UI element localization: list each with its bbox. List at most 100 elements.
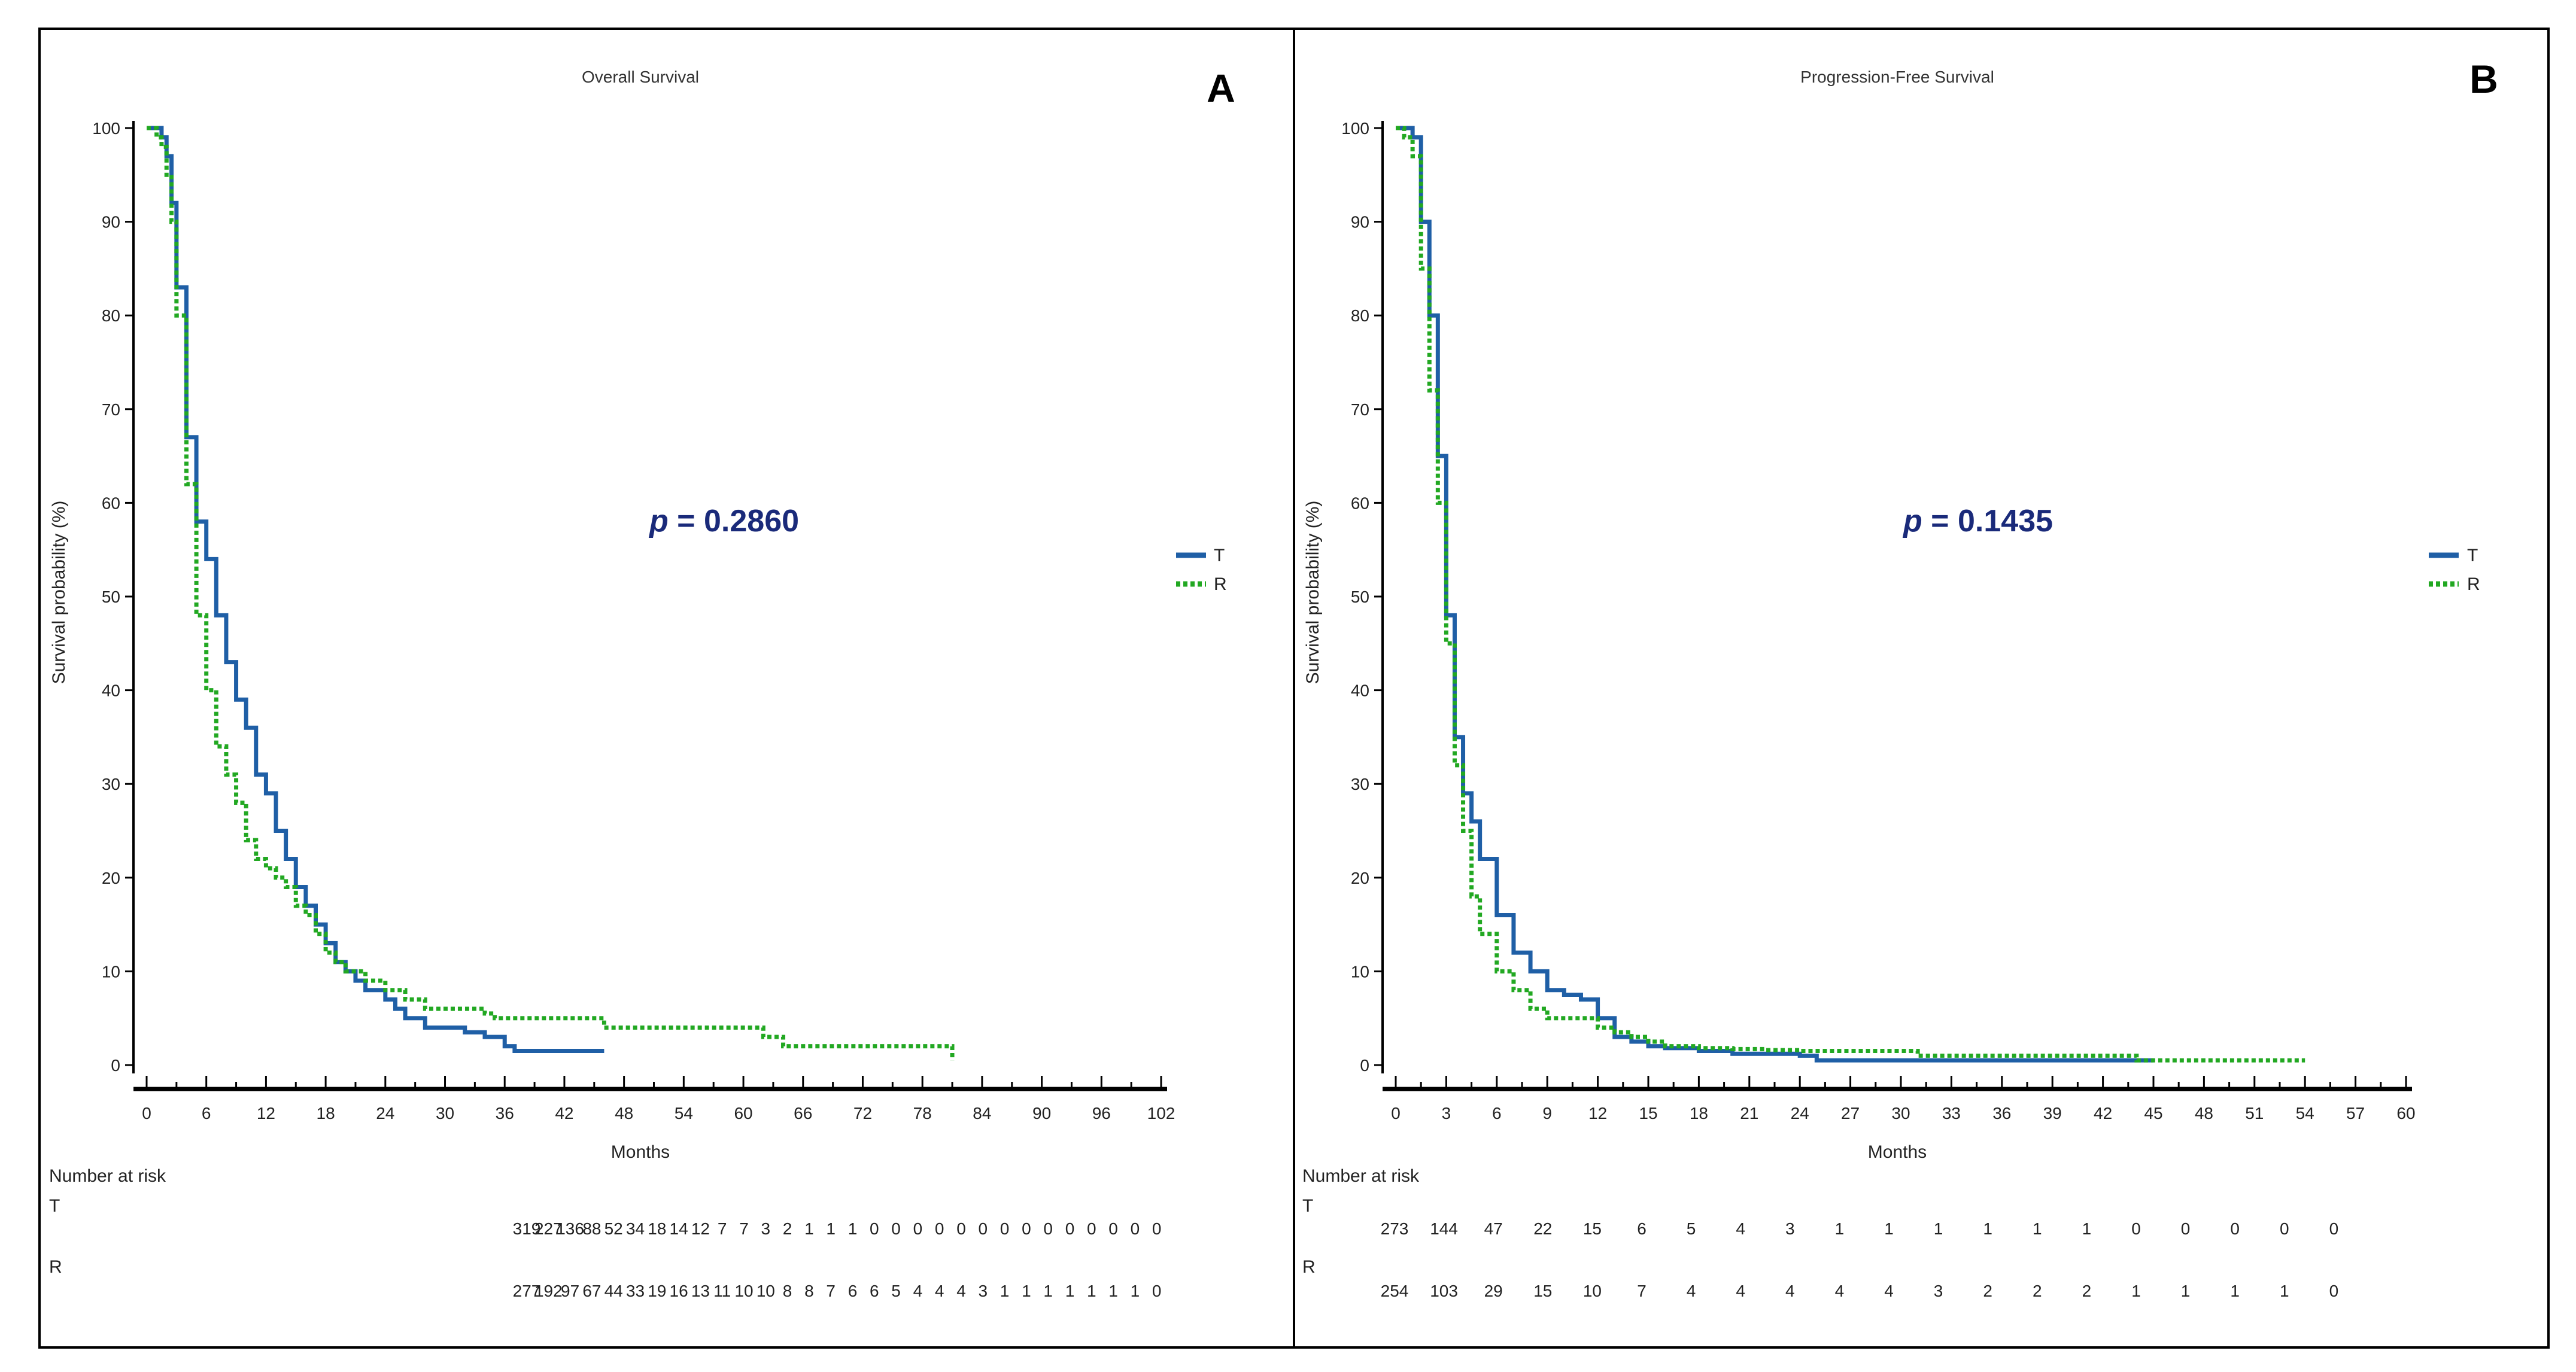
panel-a-x-tick-label: 24 <box>376 1104 394 1122</box>
panel-a-risk-count-r: 19 <box>648 1282 666 1300</box>
panel-b-y-tick-label: 10 <box>1351 962 1369 981</box>
panel-a: A Overall Survival Survival probability … <box>38 28 1295 1349</box>
panel-b-curves <box>1396 126 2305 1063</box>
panel-a-risk-count-t: 0 <box>1087 1219 1096 1238</box>
panel-a-y-tick-label: 80 <box>102 306 120 325</box>
panel-a-risk-count-r: 16 <box>670 1282 688 1300</box>
panel-b-legend-r-label: R <box>2467 574 2480 594</box>
panel-b-curve-t <box>1396 126 2153 1063</box>
panel-b-x-tick-label: 36 <box>1992 1104 2011 1122</box>
panel-a-x-tick-label: 6 <box>202 1104 211 1122</box>
panel-a-risk-count-r: 97 <box>561 1282 579 1300</box>
panel-b-risk-count-t: 1 <box>1934 1219 1943 1238</box>
panel-a-risk-count-t: 34 <box>626 1219 645 1238</box>
panel-a-y-tick-label: 30 <box>102 775 120 793</box>
panel-a-y-axis-label: Survival probability (%) <box>49 501 69 685</box>
panel-b-risk-count-r: 2 <box>2033 1282 2042 1300</box>
panel-a-risk-row-t-name: T <box>49 1196 60 1216</box>
panel-a-y-tick-label: 20 <box>102 869 120 887</box>
panel-b-risk-count-r: 2 <box>1983 1282 1992 1300</box>
panel-b-y-tick-label: 60 <box>1351 494 1369 512</box>
panel-a-risk-count-r: 4 <box>935 1282 944 1300</box>
panel-a-risk-count-t: 14 <box>670 1219 688 1238</box>
panel-a-legend-r-label: R <box>1214 574 1227 594</box>
panel-b-p-text: = 0.1435 <box>1922 504 2053 539</box>
panel-b-x-tick-label: 6 <box>1492 1104 1502 1122</box>
panel-a-x-tick-label: 0 <box>142 1104 151 1122</box>
panel-b-x-tick-label: 30 <box>1891 1104 1910 1122</box>
panel-a-risk-count-r: 44 <box>604 1282 623 1300</box>
panel-b-y-tick-label: 100 <box>1341 119 1369 138</box>
panel-b-risk-count-r: 7 <box>1637 1282 1647 1300</box>
panel-a-risk-count-t: 0 <box>1108 1219 1118 1238</box>
panel-a-risk-count-t: 0 <box>913 1219 923 1238</box>
panel-b-risk-count-r: 1 <box>2131 1282 2141 1300</box>
panel-b-risk-count-t: 0 <box>2181 1219 2191 1238</box>
panel-a-risk-count-r: 277 <box>513 1282 541 1300</box>
panel-a-risk-count-r: 11 <box>713 1282 731 1300</box>
panel-a-curve-r <box>147 126 955 1061</box>
panel-b-x-tick-label: 0 <box>1391 1104 1401 1122</box>
panel-a-risk-count-t: 0 <box>1065 1219 1075 1238</box>
panel-b-risk-count-t: 0 <box>2230 1219 2240 1238</box>
panel-a-x-tick-label: 66 <box>794 1104 812 1122</box>
panel-b-risk-count-t: 6 <box>1637 1219 1647 1238</box>
panel-b-y-tick-label: 70 <box>1351 400 1369 419</box>
panel-b-risk-count-t: 0 <box>2131 1219 2141 1238</box>
panel-b-risk-count-t: 1 <box>1983 1219 1992 1238</box>
panel-a-x-tick-label: 102 <box>1147 1104 1175 1122</box>
panel-a-risk-count-r: 13 <box>691 1282 710 1300</box>
panel-b-risk-count-r: 4 <box>1884 1282 1894 1300</box>
panel-a-risk-count-t: 0 <box>1152 1219 1162 1238</box>
panel-a-x-tick-label: 30 <box>436 1104 454 1122</box>
panel-a-p-text: = 0.2860 <box>669 504 799 539</box>
panel-a-risk-count-r: 1 <box>1022 1282 1031 1300</box>
panel-a-title: Overall Survival <box>582 68 699 86</box>
panel-a-risk-count-t: 0 <box>956 1219 966 1238</box>
panel-b-x-tick-label: 57 <box>2346 1104 2365 1122</box>
panel-b-risk-table-label: Number at risk <box>1302 1166 1420 1186</box>
panel-b-risk-count-t: 22 <box>1533 1219 1552 1238</box>
panel-b-y-tick-label: 0 <box>1360 1056 1369 1075</box>
panel-b-y-tick-label: 80 <box>1351 306 1369 325</box>
panel-a-y-tick-label: 10 <box>102 962 120 981</box>
panel-b-risk-row-t-name: T <box>1302 1196 1313 1216</box>
panel-b-y-tick-label: 90 <box>1351 213 1369 232</box>
panel-a-risk-count-r: 8 <box>783 1282 792 1300</box>
panel-a-risk-count-t: 0 <box>1022 1219 1031 1238</box>
panel-a-risk-count-r: 6 <box>848 1282 858 1300</box>
panel-a-risk-count-t: 88 <box>582 1219 601 1238</box>
panel-b-x-tick-label: 15 <box>1639 1104 1657 1122</box>
panel-a-risk-count-t: 0 <box>870 1219 879 1238</box>
panel-b-risk-count-t: 273 <box>1381 1219 1409 1238</box>
panel-a-p-italic: p <box>648 504 669 539</box>
panel-b-risk-count-r: 1 <box>2181 1282 2191 1300</box>
panel-b-risk-count-r: 3 <box>1934 1282 1943 1300</box>
panel-a-risk-count-r: 1 <box>1000 1282 1010 1300</box>
panel-b-risk-count-t: 1 <box>2033 1219 2042 1238</box>
panel-b-risk-count-r: 4 <box>1736 1282 1745 1300</box>
panel-b-risk-count-t: 3 <box>1785 1219 1795 1238</box>
panel-b-risk-row-r-name: R <box>1302 1257 1316 1277</box>
panel-b-y-tick-label: 50 <box>1351 588 1369 606</box>
panel-a-risk-count-r: 10 <box>734 1282 753 1300</box>
panel-b-x-tick-label: 18 <box>1690 1104 1708 1122</box>
panel-b-border <box>1293 28 2550 1349</box>
panel-b-risk-count-r: 4 <box>1687 1282 1696 1300</box>
panel-a-x-tick-label: 18 <box>317 1104 335 1122</box>
panel-b-risk-count-t: 1 <box>1835 1219 1845 1238</box>
panel-b-y-tick-label: 20 <box>1351 869 1369 887</box>
panel-a-risk-count-t: 136 <box>556 1219 584 1238</box>
panel-a-risk-count-t: 0 <box>891 1219 901 1238</box>
panel-a-legend-t-label: T <box>1214 546 1225 565</box>
panel-b-x-tick-label: 12 <box>1588 1104 1607 1122</box>
panel-b-x-tick-label: 48 <box>2195 1104 2213 1122</box>
panel-a-y-tick-label: 100 <box>92 119 120 138</box>
panel-a-risk-count-r: 4 <box>913 1282 923 1300</box>
panel-a-risk-count-t: 52 <box>604 1219 623 1238</box>
panel-a-curve-t <box>147 126 604 1054</box>
panel-a-axes: 0 10 20 30 40 50 60 70 80 90 100 0 6 12 18 24 30 36 42 48 54… <box>92 119 1175 1122</box>
